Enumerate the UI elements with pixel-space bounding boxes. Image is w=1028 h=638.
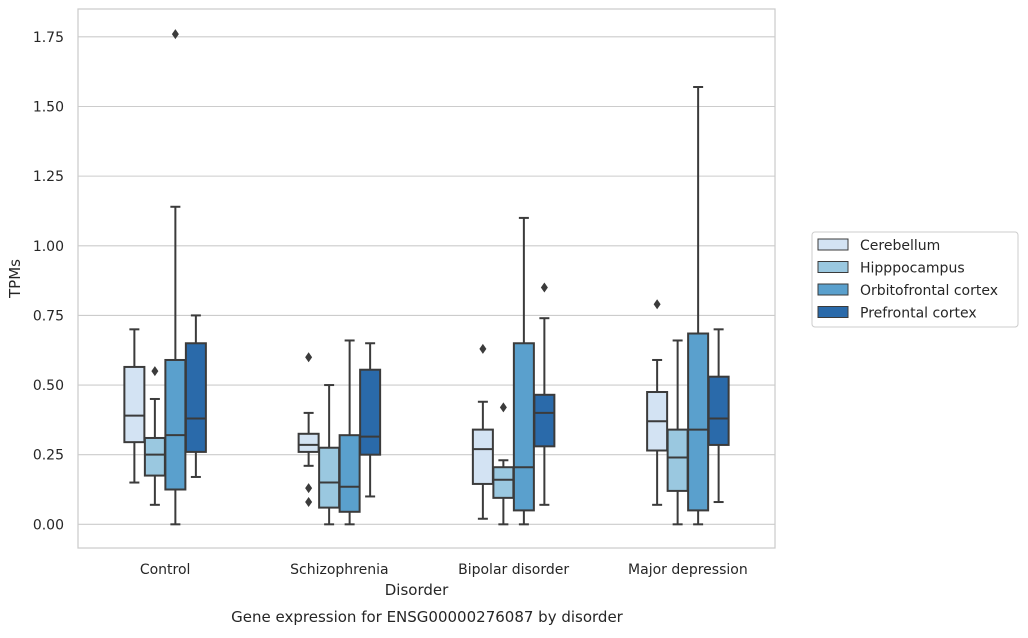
- box-iqr: [512, 342, 535, 512]
- outlier-point: [305, 497, 313, 508]
- box: [318, 384, 341, 526]
- y-tick-label: 0.75: [33, 308, 64, 324]
- legend: Cerebellum Hipppocampus Orbitofrontal cort…: [811, 231, 1019, 328]
- legend-swatch: [817, 261, 849, 273]
- box-iqr: [123, 365, 146, 444]
- box-iqr: [184, 342, 207, 453]
- y-tick-label: 1.50: [33, 99, 64, 115]
- x-tick-label: Control: [140, 562, 191, 578]
- legend-swatch: [817, 238, 849, 251]
- box-iqr: [164, 358, 187, 491]
- x-axis-label: Disorder: [385, 581, 449, 599]
- box-iqr: [492, 466, 515, 499]
- box: [143, 366, 166, 506]
- box: [123, 328, 146, 484]
- box-iqr: [533, 393, 556, 448]
- outlier-point: [653, 299, 661, 310]
- y-tick-label: 1.75: [33, 30, 64, 46]
- box: [184, 314, 207, 478]
- x-tick-labels: Control Schizophrenia Bipolar disorder Majo…: [140, 562, 748, 578]
- y-axis-label: TPMs: [6, 259, 24, 299]
- series-prefrontal-cortex: [184, 282, 730, 506]
- box: [297, 352, 320, 508]
- outlier-point: [151, 366, 159, 377]
- outlier-point: [305, 483, 313, 494]
- x-tick-label: Bipolar disorder: [458, 562, 569, 578]
- outlier-point: [305, 352, 313, 363]
- box-series: [123, 29, 730, 526]
- box: [338, 339, 361, 526]
- box-iqr: [707, 375, 730, 446]
- legend-label: Hipppocampus: [860, 261, 965, 277]
- box: [164, 29, 187, 526]
- legend-label: Cerebellum: [860, 238, 940, 254]
- series-hipppocampus: [143, 339, 689, 526]
- box-iqr: [143, 436, 166, 477]
- box-iqr: [318, 446, 341, 509]
- box: [687, 85, 710, 526]
- plot-frame: [77, 8, 776, 549]
- legend-swatch: [817, 283, 849, 296]
- y-tick-label: 1.25: [33, 169, 64, 185]
- box-iqr: [338, 434, 361, 513]
- box-iqr: [471, 428, 494, 485]
- y-tick-label: 0.00: [33, 517, 64, 533]
- outlier-point: [171, 29, 179, 40]
- box: [512, 216, 535, 526]
- legend-swatch: [817, 306, 849, 318]
- box: [646, 299, 669, 506]
- box: [533, 282, 556, 506]
- box: [471, 343, 494, 520]
- y-tick-label: 1.00: [33, 239, 64, 255]
- y-tick-label: 0.50: [33, 378, 64, 394]
- x-tick-label: Major depression: [628, 562, 748, 578]
- series-orbitofrontal-cortex: [164, 29, 710, 526]
- box: [707, 328, 730, 504]
- y-tick-label: 0.25: [33, 448, 64, 464]
- box: [666, 339, 689, 526]
- figure-caption: Gene expression for ENSG00000276087 by d…: [231, 608, 624, 626]
- legend-label: Orbitofrontal cortex: [860, 283, 998, 299]
- box-iqr: [666, 428, 689, 492]
- outlier-point: [499, 402, 507, 413]
- legend-frame: [811, 231, 1019, 328]
- box-iqr: [687, 332, 710, 512]
- outlier-point: [540, 282, 548, 293]
- y-tick-labels: 0.00 0.25 0.50 0.75 1.00 1.25 1.50 1.75: [33, 30, 64, 533]
- outlier-point: [479, 343, 487, 354]
- legend-label: Prefrontal cortex: [860, 306, 977, 322]
- box: [359, 342, 382, 498]
- x-tick-label: Schizophrenia: [290, 562, 388, 578]
- box-iqr: [359, 368, 382, 456]
- box: [492, 402, 515, 526]
- box-iqr: [297, 432, 320, 453]
- series-cerebellum: [123, 299, 669, 520]
